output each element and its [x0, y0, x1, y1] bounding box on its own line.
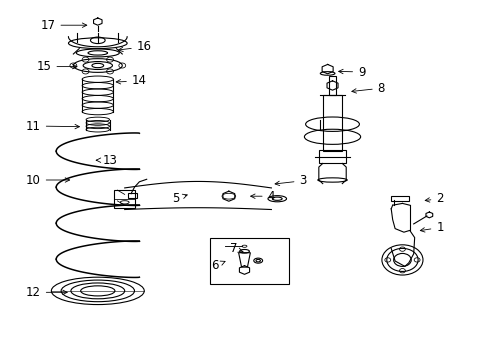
Bar: [114, 190, 135, 208]
Bar: [328, 76, 336, 95]
Text: 13: 13: [96, 154, 117, 167]
Text: 3: 3: [275, 174, 306, 187]
Text: 5: 5: [172, 192, 187, 205]
Bar: [128, 193, 137, 198]
Bar: [319, 150, 346, 163]
Text: 4: 4: [250, 190, 275, 203]
Bar: [210, 238, 288, 284]
Text: 9: 9: [338, 66, 365, 78]
Text: 10: 10: [26, 174, 69, 186]
Polygon shape: [238, 253, 250, 267]
Text: 1: 1: [420, 221, 443, 234]
Text: 7: 7: [229, 242, 243, 255]
Text: 16: 16: [119, 40, 151, 53]
Bar: [323, 95, 341, 151]
Text: 12: 12: [26, 286, 67, 299]
Text: 15: 15: [37, 60, 77, 73]
Text: 14: 14: [116, 75, 146, 87]
Text: 6: 6: [211, 259, 224, 272]
Text: 17: 17: [41, 19, 86, 32]
Text: 8: 8: [351, 82, 385, 95]
Text: 11: 11: [26, 120, 79, 132]
Bar: [390, 196, 408, 201]
Text: 2: 2: [425, 192, 443, 205]
